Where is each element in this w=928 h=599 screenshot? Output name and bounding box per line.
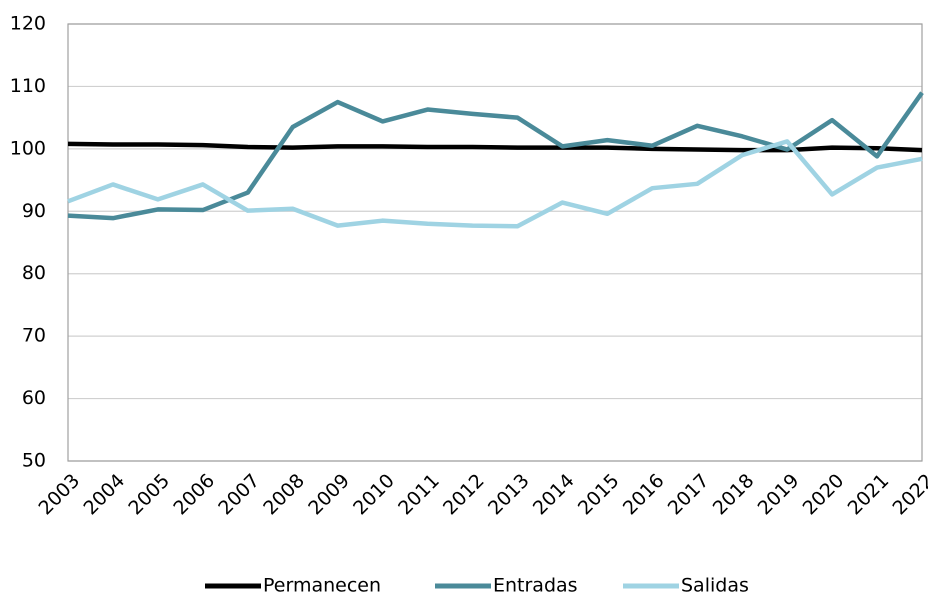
x-tick-label: 2017 (664, 470, 714, 520)
x-tick-label: 2006 (169, 470, 219, 520)
x-tick-label: 2019 (754, 470, 804, 520)
legend-label: Permanecen (263, 575, 381, 597)
series-line (67, 141, 923, 153)
legend-label: Entradas (493, 575, 578, 597)
x-tick-label: 2011 (394, 470, 444, 520)
y-tick-label: 90 (22, 200, 46, 222)
y-tick-label: 70 (22, 325, 46, 347)
y-tick-label: 60 (22, 387, 46, 409)
plot-border (67, 23, 923, 462)
x-tick-label: 2008 (259, 470, 309, 520)
x-tick-label: 2012 (439, 470, 489, 520)
y-tick-label: 80 (22, 262, 46, 284)
y-tick-label: 100 (10, 137, 46, 159)
y-tick-label: 110 (10, 75, 46, 97)
series-line (67, 91, 924, 221)
x-tick-label: 2013 (484, 470, 534, 520)
series-line (67, 139, 923, 229)
x-tick-label: 2018 (709, 470, 759, 520)
x-tick-label: 2021 (844, 470, 894, 520)
x-tick-label: 2010 (349, 470, 399, 520)
x-tick-label: 2016 (619, 470, 669, 520)
x-tick-label: 2009 (304, 470, 354, 520)
x-tick-label: 2003 (35, 470, 85, 520)
x-tick-label: 2014 (529, 470, 579, 520)
x-tick-label: 2022 (889, 470, 928, 520)
y-tick-label: 50 (22, 450, 46, 472)
x-tick-label: 2007 (214, 470, 264, 520)
x-tick-label: 2015 (574, 470, 624, 520)
x-tick-label: 2004 (79, 470, 129, 520)
legend-label: Salidas (681, 575, 749, 597)
y-tick-label: 120 (10, 13, 46, 35)
x-tick-label: 2020 (799, 470, 849, 520)
x-tick-label: 2005 (124, 470, 174, 520)
